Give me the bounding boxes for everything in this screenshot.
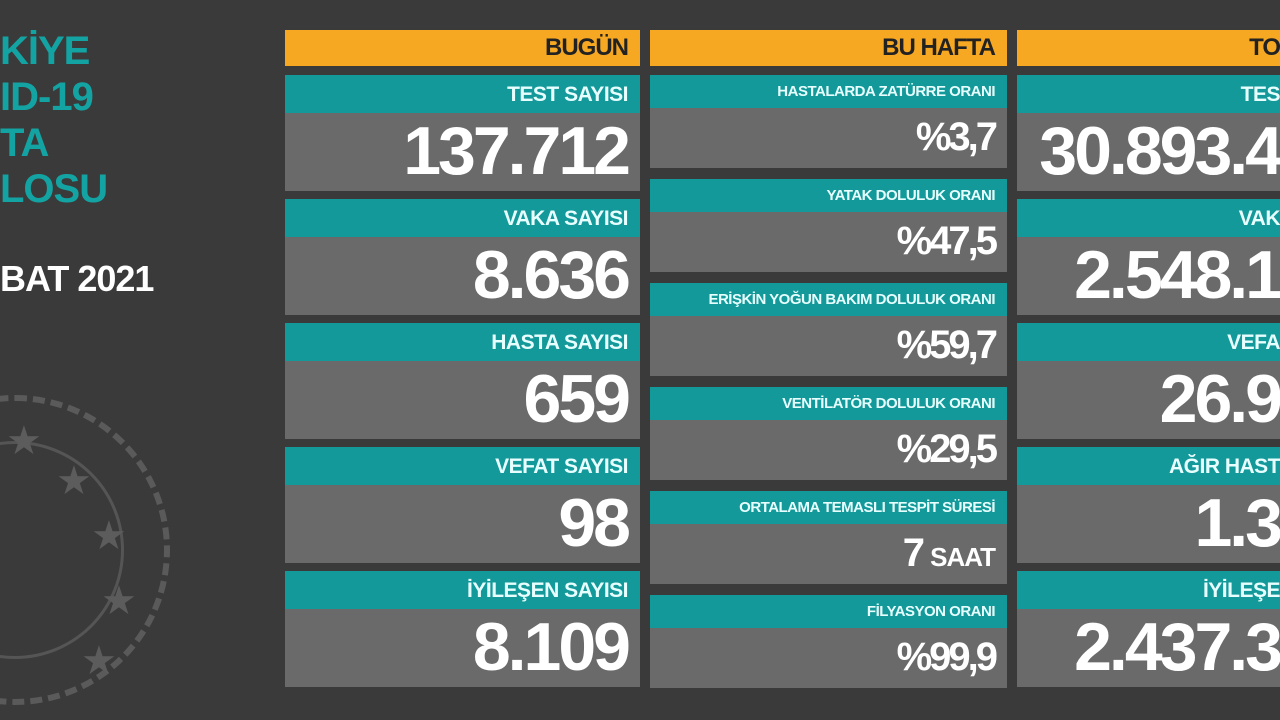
title-line: TA [0,121,49,165]
stat-number: %29,5 [896,427,998,471]
stat-label: FİLYASYON ORANI [650,595,1007,628]
stat-card: FİLYASYON ORANI %99,9 [650,595,1007,688]
stat-card: TEST SAYISI 137.712 [285,75,640,191]
stat-value: %99,9 [650,628,1007,686]
stat-value: 2.437.3 [1074,609,1280,685]
stat-card: VAKA SAYISI 8.636 [285,199,640,315]
page-title: KİYE ID-19 TA LOSU [0,28,108,212]
stat-unit: SAAT [930,542,996,572]
stat-label: VAKA SAYISI [285,199,640,237]
stat-label: TEST SAYISI [285,75,640,113]
stat-value: 26.9 [1159,361,1280,437]
stat-value: %3,7 [650,108,1007,166]
stat-value: 7 SAAT [650,524,1007,584]
stat-label: ORTALAMA TEMASLI TESPİT SÜRESİ [650,491,1007,524]
stat-card: İYİLEŞE 2.437.3 [1017,571,1280,687]
stat-label: HASTA SAYISI [285,323,640,361]
stat-card: İYİLEŞEN SAYISI 8.109 [285,571,640,687]
stat-card: VEFAT SAYISI 98 [285,447,640,563]
stat-value: 1.3 [1194,485,1280,561]
stat-value: %59,7 [650,316,1007,374]
ministry-emblem-icon: ★ ★ ★ ★ ★ [0,395,170,705]
stat-card: HASTALARDA ZATÜRRE ORANI %3,7 [650,75,1007,168]
stat-card: ERİŞKİN YOĞUN BAKIM DOLULUK ORANI %59,7 [650,283,1007,376]
stat-value: 137.712 [403,113,631,189]
stat-label: İYİLEŞEN SAYISI [285,571,640,609]
stat-value: 8.636 [472,237,631,313]
stat-card: VEFA 26.9 [1017,323,1280,439]
title-line: LOSU [0,167,108,211]
stat-value: %29,5 [650,420,1007,478]
title-line: KİYE [0,29,90,73]
report-date: BAT 2021 [0,258,154,299]
stat-number: %59,7 [896,323,998,367]
stat-label: VENTİLATÖR DOLULUK ORANI [650,387,1007,420]
stat-card: HASTA SAYISI 659 [285,323,640,439]
stat-value: %47,5 [650,212,1007,270]
stat-label: VEFAT SAYISI [285,447,640,485]
total-column: TO TES 30.893.4 VAK 2.548.1 VEFA 26.9 AĞIR … [1017,30,1280,687]
stat-value: 8.109 [472,609,631,685]
stat-label: TES [1017,75,1280,113]
stat-card: AĞIR HAST 1.3 [1017,447,1280,563]
title-line: ID-19 [0,75,94,119]
stat-card: ORTALAMA TEMASLI TESPİT SÜRESİ 7 SAAT [650,491,1007,584]
stat-label: AĞIR HAST [1017,447,1280,485]
stat-number: %47,5 [896,219,998,263]
stat-number: %3,7 [915,115,998,159]
week-column: BU HAFTA HASTALARDA ZATÜRRE ORANI %3,7 YA… [650,30,1007,688]
stat-value: 98 [558,485,631,561]
total-header: TO [1017,30,1280,66]
stat-value: 659 [523,361,631,437]
today-header: BUGÜN [285,30,640,66]
stat-label: İYİLEŞE [1017,571,1280,609]
stat-number: %99,9 [896,635,998,679]
stat-value: 30.893.4 [1039,113,1280,189]
week-header: BU HAFTA [650,30,1007,66]
stat-card: VAK 2.548.1 [1017,199,1280,315]
stat-label: VAK [1017,199,1280,237]
stat-card: TES 30.893.4 [1017,75,1280,191]
stat-number: 7 [902,531,925,575]
stat-label: VEFA [1017,323,1280,361]
today-column: BUGÜN TEST SAYISI 137.712 VAKA SAYISI 8.63… [285,30,640,687]
stat-label: YATAK DOLULUK ORANI [650,179,1007,212]
stat-card: VENTİLATÖR DOLULUK ORANI %29,5 [650,387,1007,480]
stat-value: 2.548.1 [1074,237,1280,313]
stat-card: YATAK DOLULUK ORANI %47,5 [650,179,1007,272]
stat-label: ERİŞKİN YOĞUN BAKIM DOLULUK ORANI [650,283,1007,316]
stat-label: HASTALARDA ZATÜRRE ORANI [650,75,1007,108]
